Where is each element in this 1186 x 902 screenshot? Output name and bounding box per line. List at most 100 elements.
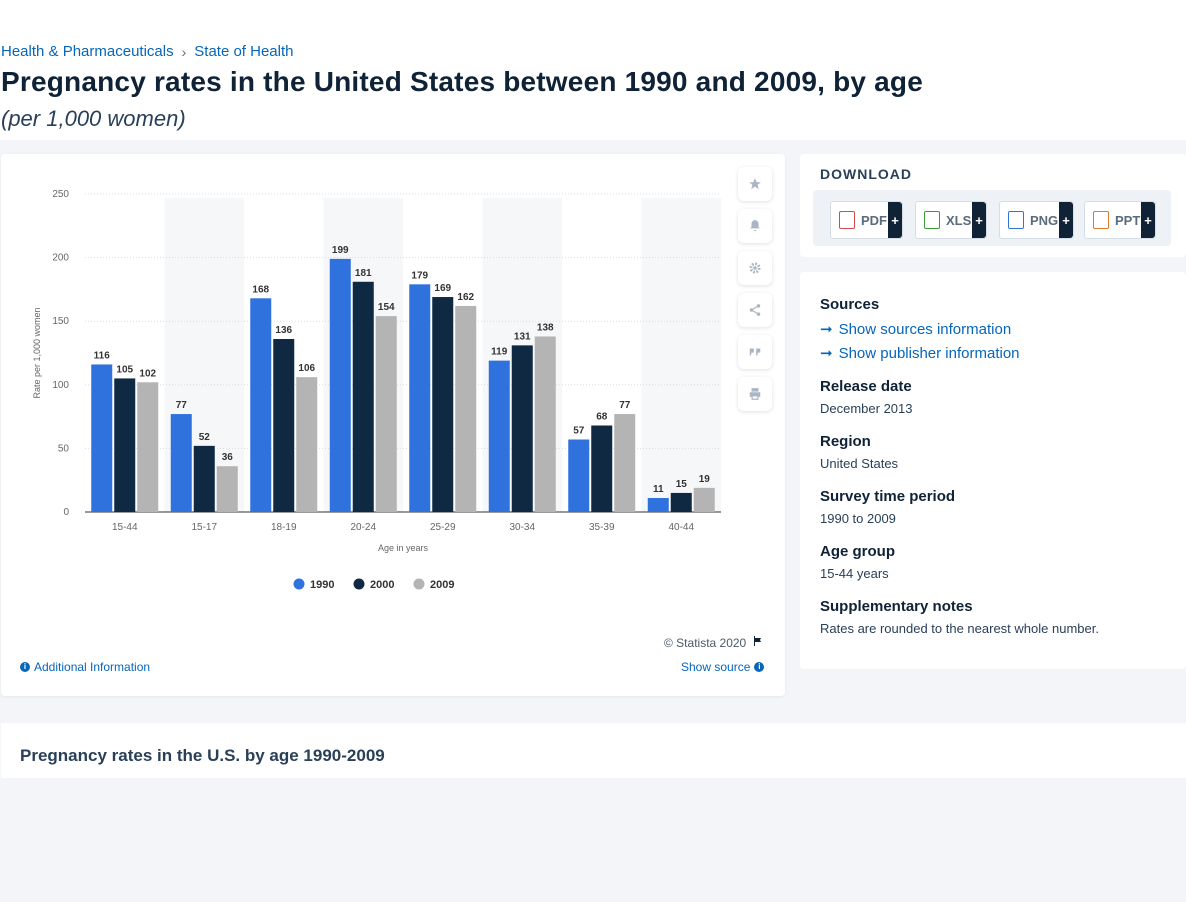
page-subtitle: (per 1,000 women) (1, 106, 186, 131)
y-axis-label: Rate per 1,000 women (32, 307, 42, 398)
legend-label-2009: 2009 (430, 579, 454, 591)
y-tick-label: 50 (58, 443, 70, 454)
download-ppt-button[interactable]: PPT + (1084, 201, 1156, 239)
plus-icon: + (1059, 202, 1073, 238)
show-source-label: Show source (681, 660, 751, 674)
data-label: 11 (653, 484, 664, 495)
breadcrumb: Health & Pharmaceuticals › State of Heal… (1, 43, 294, 60)
column-band (641, 198, 721, 512)
x-tick-label: 18-19 (271, 522, 297, 533)
plus-icon: + (972, 202, 986, 238)
x-tick-label: 15-17 (191, 522, 217, 533)
bar-1990-15-44 (91, 364, 113, 512)
y-tick-label: 100 (52, 380, 69, 391)
ppt-file-icon (1093, 211, 1109, 229)
data-label: 168 (252, 284, 269, 295)
bar-2000-15-17 (193, 445, 215, 512)
statistic-details-card (800, 272, 1186, 669)
bar-2009-40-44 (693, 487, 715, 512)
region-value: United States (820, 456, 899, 471)
x-axis-label: Age in years (378, 543, 429, 553)
bar-2009-25-29 (455, 305, 477, 512)
bar-2000-15-44 (114, 378, 136, 512)
download-png-button[interactable]: PNG + (999, 201, 1074, 239)
pdf-label: PDF (861, 212, 887, 228)
star-icon[interactable] (738, 167, 772, 201)
release-date-value: December 2013 (820, 401, 913, 416)
show-source-link[interactable]: Show source i (681, 660, 765, 674)
bar-1990-18-19 (250, 298, 272, 512)
arrow-right-icon: ➞ (820, 345, 833, 362)
bar-2009-15-44 (137, 382, 159, 512)
download-xls-button[interactable]: XLS + (915, 201, 987, 239)
related-statistic-title[interactable]: Pregnancy rates in the U.S. by age 1990-… (20, 746, 385, 765)
breadcrumb-item-state-of-health[interactable]: State of Health (194, 43, 294, 60)
header-area (0, 0, 1186, 140)
breadcrumb-item-health[interactable]: Health & Pharmaceuticals (1, 43, 174, 60)
data-label: 162 (457, 292, 474, 303)
share-icon[interactable] (738, 293, 772, 327)
x-tick-label: 40-44 (668, 522, 694, 533)
show-publisher-label: Show publisher information (838, 344, 1020, 362)
xls-file-icon (924, 211, 940, 229)
release-date-heading: Release date (820, 378, 912, 395)
plus-icon: + (888, 202, 902, 238)
region-heading: Region (820, 433, 871, 450)
age-group-value: 15-44 years (820, 566, 889, 581)
bar-2000-40-44 (670, 492, 692, 512)
supplementary-notes-heading: Supplementary notes (820, 598, 973, 615)
bar-1990-35-39 (568, 439, 590, 512)
additional-information-link[interactable]: i Additional Information (20, 660, 150, 674)
age-group-heading: Age group (820, 543, 895, 560)
related-statistic-card (1, 723, 1186, 778)
sources-heading: Sources (820, 296, 880, 313)
data-label: 15 (676, 479, 688, 490)
survey-period-heading: Survey time period (820, 488, 956, 505)
xls-label: XLS (946, 212, 972, 228)
data-label: 179 (411, 270, 428, 281)
bar-2000-25-29 (432, 297, 454, 512)
data-label: 116 (94, 350, 111, 361)
legend-label-2000: 2000 (370, 579, 394, 591)
download-pdf-button[interactable]: PDF + (830, 201, 903, 239)
bar-1990-15-17 (170, 414, 192, 512)
download-title: DOWNLOAD (820, 166, 912, 182)
bar-2009-15-17 (216, 466, 238, 512)
gear-icon[interactable] (738, 251, 772, 285)
ppt-label: PPT (1115, 212, 1141, 228)
data-label: 77 (176, 400, 188, 411)
bell-icon[interactable] (738, 209, 772, 243)
data-label: 36 (222, 452, 234, 463)
y-tick-label: 0 (63, 507, 69, 518)
data-label: 57 (573, 425, 585, 436)
survey-period-value: 1990 to 2009 (820, 511, 896, 526)
chart-tools (738, 167, 774, 419)
bar-2000-35-39 (591, 425, 613, 512)
bar-2000-20-24 (352, 281, 374, 512)
bar-2000-18-19 (273, 339, 295, 512)
bar-chart: 0 50 100 150 200 250 Rate per 1,000 women 116 10… (32, 189, 721, 591)
legend-marker-2009 (413, 578, 425, 590)
data-label: 131 (514, 331, 531, 342)
data-label: 19 (699, 474, 711, 485)
quote-icon[interactable] (738, 335, 772, 369)
bar-2009-35-39 (614, 414, 636, 512)
bar-2009-20-24 (375, 316, 397, 512)
info-icon: i (20, 662, 30, 672)
show-publisher-link[interactable]: ➞ Show publisher information (820, 344, 1020, 363)
print-icon[interactable] (738, 377, 772, 411)
copyright: © Statista 2020 (664, 635, 764, 650)
y-tick-label: 150 (52, 316, 69, 327)
show-sources-link[interactable]: ➞ Show sources information (820, 320, 1011, 339)
png-label: PNG (1030, 212, 1059, 228)
additional-information-label: Additional Information (34, 660, 151, 674)
flag-icon[interactable] (752, 635, 764, 650)
data-label: 68 (596, 412, 608, 423)
bar-1990-40-44 (647, 498, 669, 512)
legend-label-1990: 1990 (310, 579, 334, 591)
y-tick-label: 200 (52, 253, 69, 264)
data-label: 181 (355, 268, 372, 279)
data-label: 105 (116, 364, 133, 375)
data-label: 136 (275, 325, 292, 336)
arrow-right-icon: ➞ (820, 321, 833, 338)
